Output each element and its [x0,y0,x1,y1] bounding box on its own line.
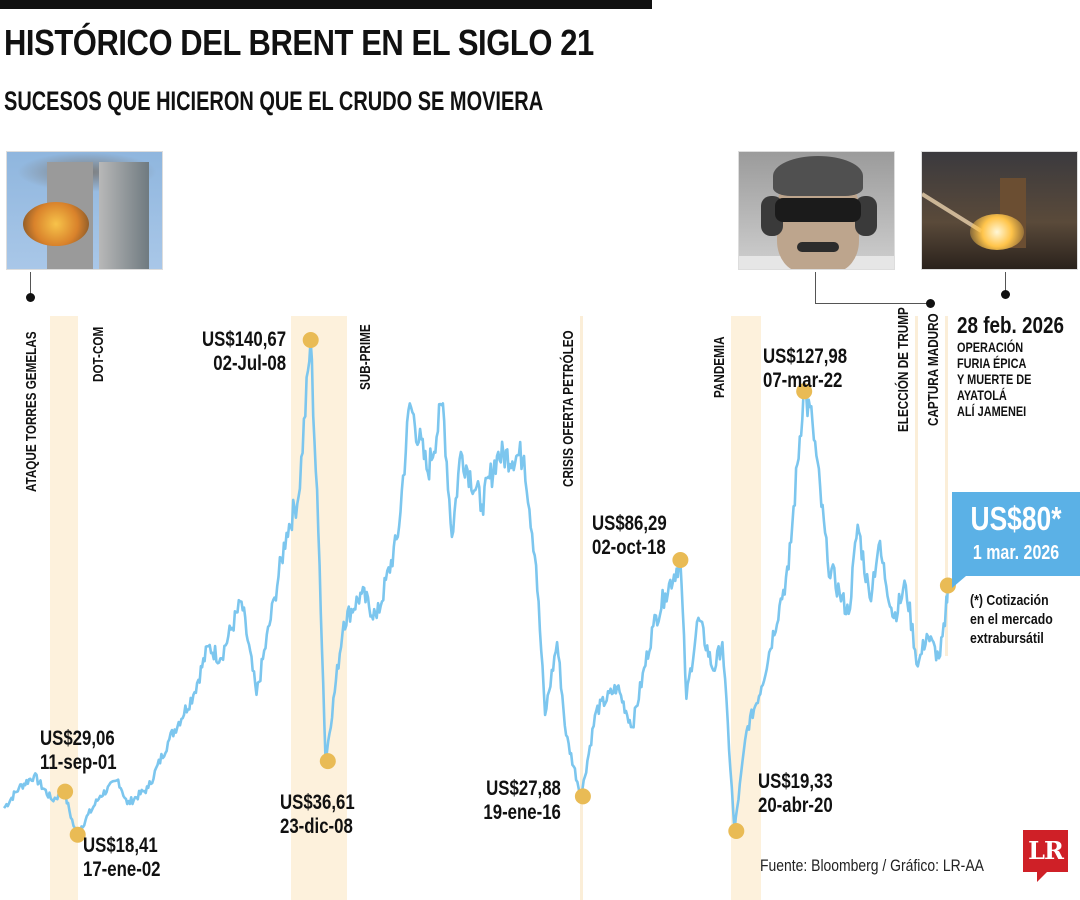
event-dot-icon [1001,290,1010,299]
connector-maduro-h [815,303,930,304]
band-crisis [580,316,583,900]
photo-twin-towers [6,151,163,270]
annotation-2020: US$19,33 20-abr-20 [758,770,833,817]
explosion-shape [970,214,1024,250]
callout-pointer [952,576,966,588]
latest-event-date: 28 feb. 2026 [957,312,1064,338]
band-trump [915,316,918,656]
photo-night-attack [921,151,1078,270]
event-dot-icon [26,293,35,302]
hair-shape [773,156,863,196]
latest-event-description: OPERACIÓN FURIA ÉPICA Y MUERTE DE AYATOL… [957,339,1032,419]
current-price-value: US$80* [970,500,1062,537]
data-point-marker [939,577,956,594]
band-pandemia [731,316,761,900]
data-point-marker [57,783,74,800]
band-subprime [291,316,347,900]
source-credit: Fuente: Bloomberg / Gráfico: LR-AA [760,856,984,875]
lr-logo: LR [1023,830,1068,882]
data-point-marker [728,823,745,839]
data-point-marker [574,788,591,805]
fire-shape [23,202,89,246]
annotation-2002: US$18,41 17-ene-02 [83,834,161,881]
moustache-shape [797,242,839,252]
annotation-2018: US$86,29 02-oct-18 [592,512,667,559]
page-subtitle: SUCESOS QUE HICIERON QUE EL CRUDO SE MOV… [4,86,544,116]
band-dotcom [50,316,78,900]
data-point-marker [302,332,319,348]
band-maduro [945,316,948,656]
goggles-shape [775,198,861,222]
page-title: HISTÓRICO DEL BRENT EN EL SIGLO 21 [4,22,594,63]
marker-group [57,332,956,843]
current-price-date: 1 mar. 2026 [972,542,1060,564]
current-price-box: US$80* 1 mar. 2026 [952,492,1080,588]
data-point-marker [796,383,813,400]
annotation-2022: US$127,98 07-mar-22 [763,345,848,392]
photo-maduro [738,151,895,270]
top-rule [0,0,652,9]
annotation-2001: US$29,06 11-sep-01 [40,727,117,774]
tower-shape [99,162,149,269]
connector-maduro-v [815,272,816,303]
data-point-marker [319,753,336,770]
annotation-2008-low: US$36,61 23-dic-08 [280,791,355,838]
event-dot-icon [926,299,935,308]
brent-price-line [2,338,950,837]
data-point-marker [69,826,86,843]
data-point-marker [672,552,689,568]
annotation-2016: US$27,88 19-ene-16 [483,777,561,824]
connector-attack [1005,272,1006,294]
annotation-2008-high: US$140,67 02-Jul-08 [201,328,286,375]
connector-wtc [30,272,31,296]
price-footnote: (*) Cotización en el mercado extrabursát… [970,592,1053,647]
